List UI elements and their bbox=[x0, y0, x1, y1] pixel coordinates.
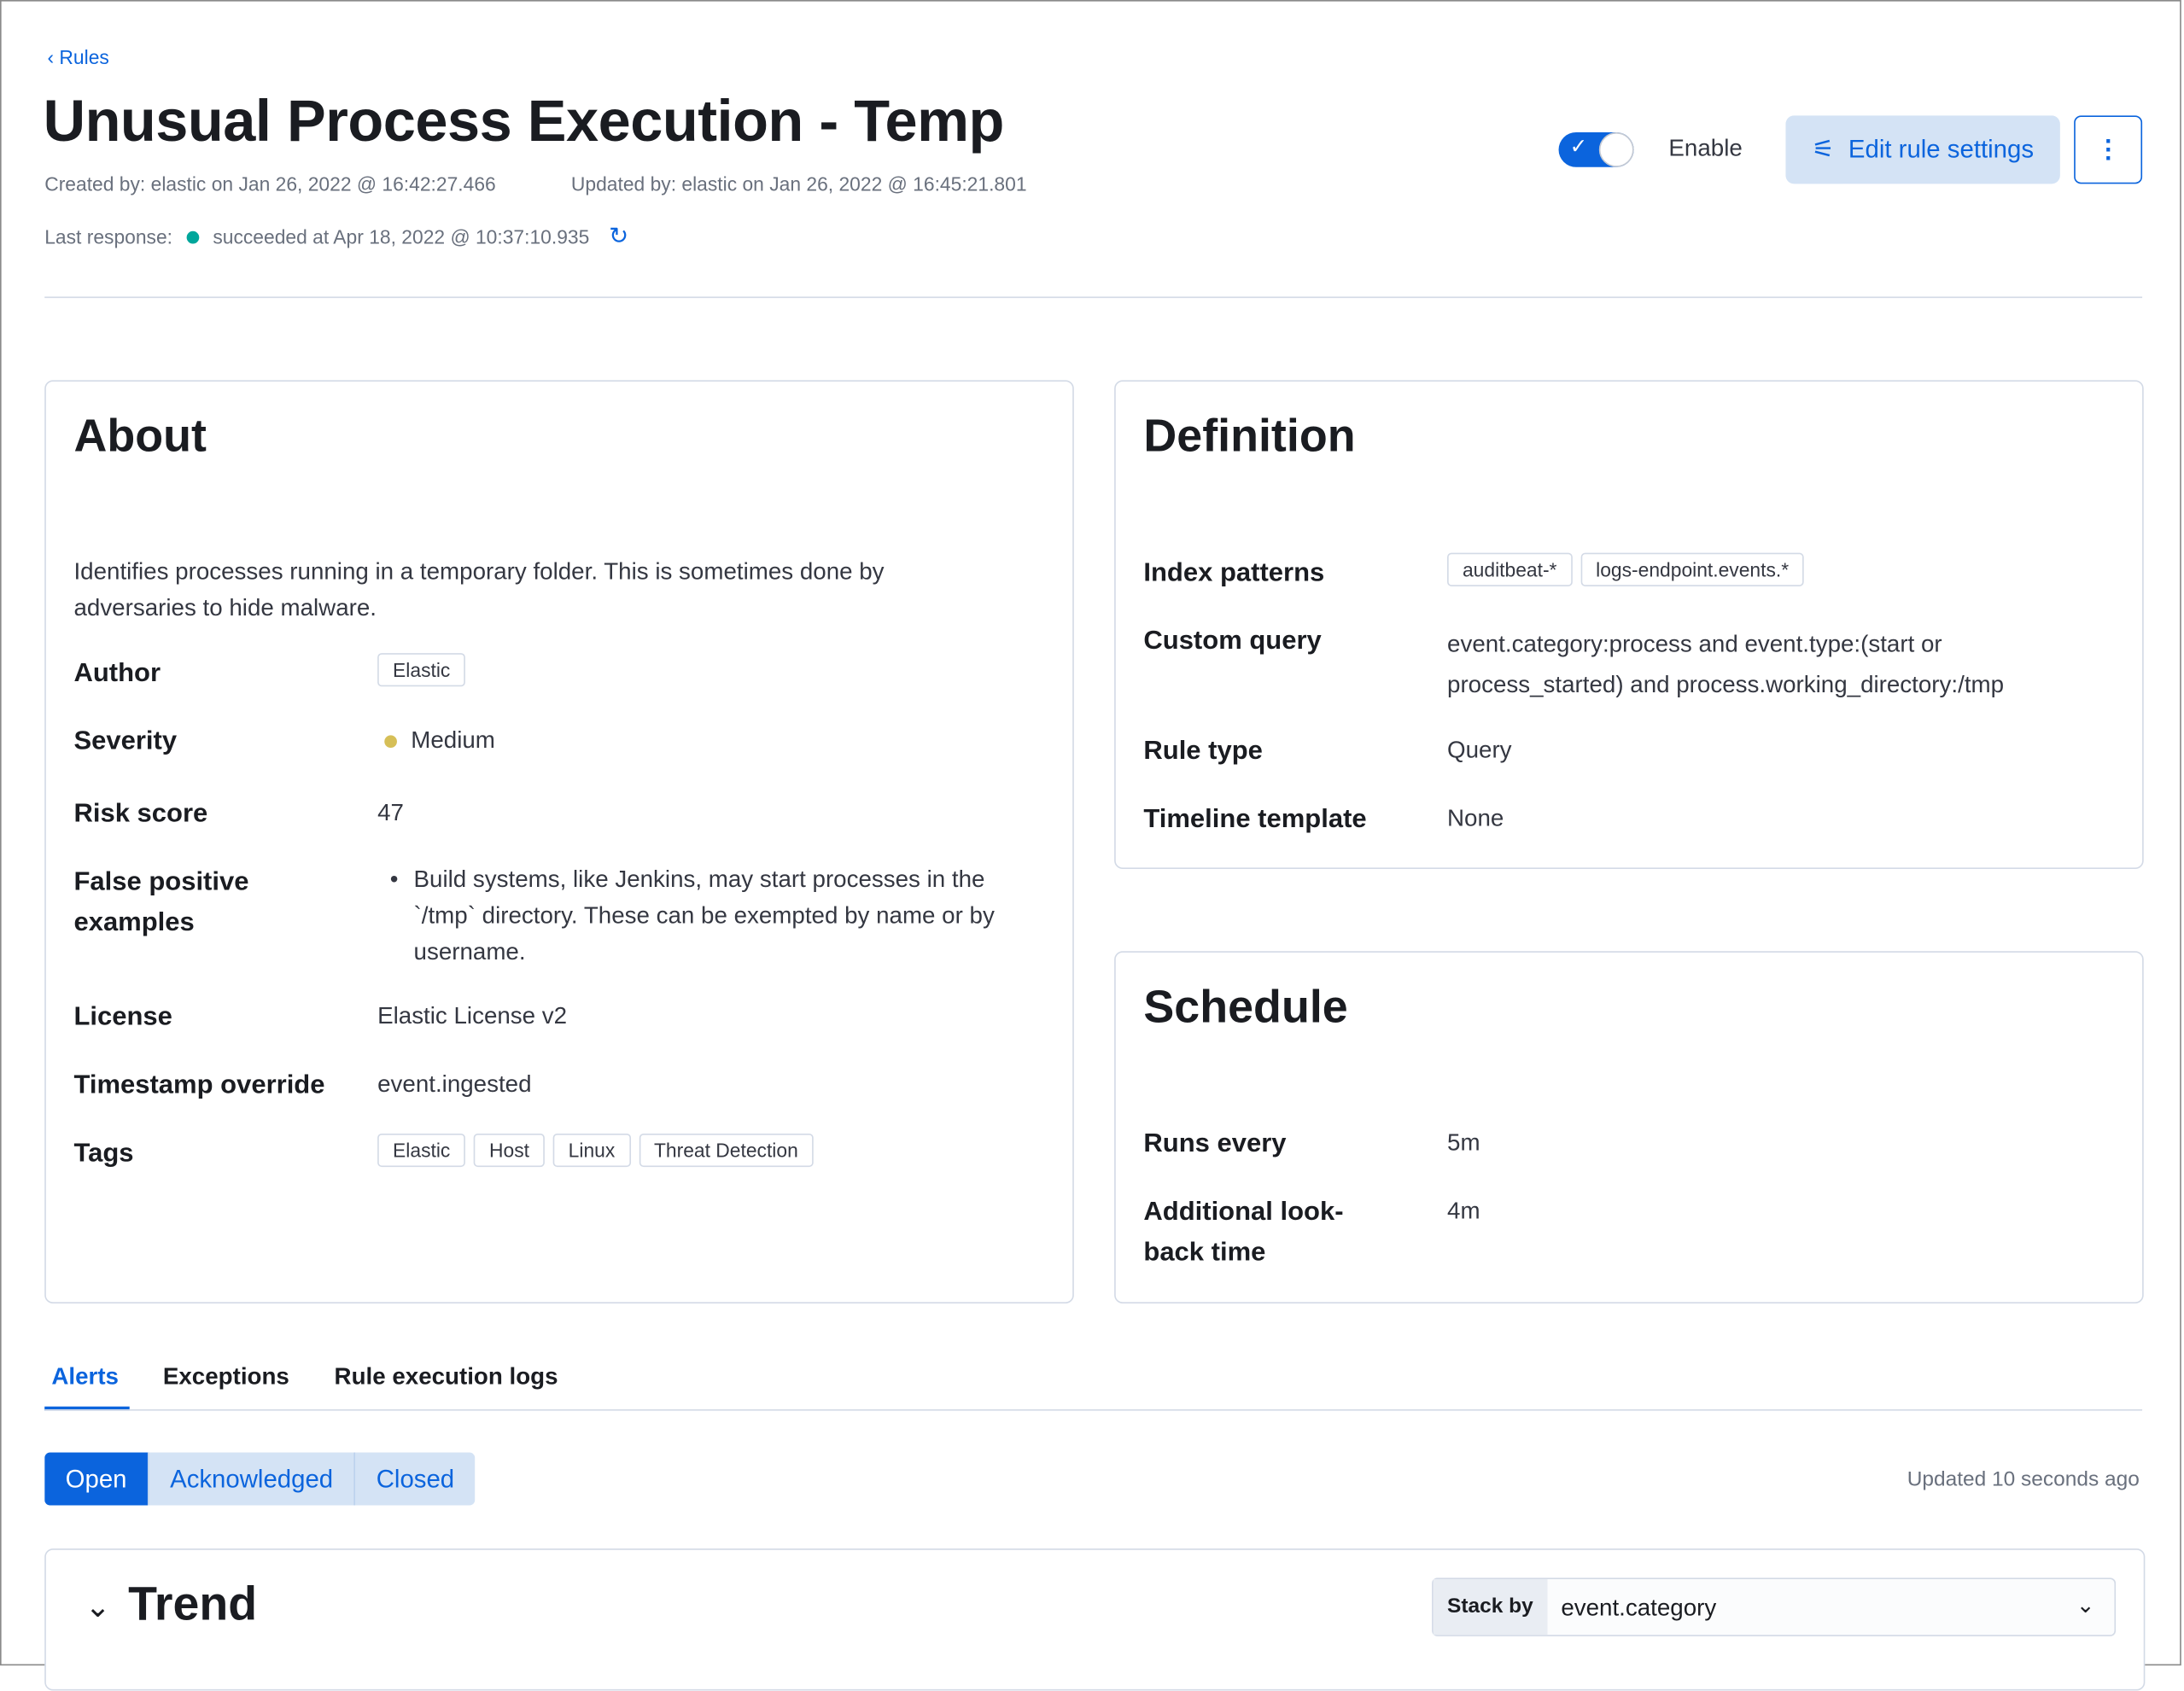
tab-alerts[interactable]: Alerts bbox=[51, 1363, 119, 1391]
rule-type-value: Query bbox=[1447, 737, 1512, 764]
severity-value: Medium bbox=[384, 723, 495, 759]
index-badge: auditbeat-* bbox=[1447, 552, 1573, 586]
index-label: Index patterns bbox=[1143, 558, 1325, 588]
author-label: Author bbox=[73, 658, 161, 688]
ts-value: event.ingested bbox=[377, 1070, 532, 1098]
filter-open[interactable]: Open bbox=[44, 1452, 149, 1506]
license-label: License bbox=[73, 1002, 172, 1032]
about-panel: About Identifies processes running in a … bbox=[44, 380, 1074, 1303]
tag-badge: Host bbox=[474, 1133, 545, 1168]
stack-by-label: Stack by bbox=[1433, 1579, 1548, 1636]
rule-type-label: Rule type bbox=[1143, 737, 1263, 767]
severity-dot-icon bbox=[384, 735, 397, 749]
trend-panel: ⌄ Trend Stack by event.category ⌄ bbox=[44, 1548, 2146, 1691]
definition-panel: Definition Index patterns auditbeat-* log… bbox=[1114, 380, 2144, 869]
author-badge: Elastic bbox=[377, 653, 466, 687]
enable-label: Enable bbox=[1668, 135, 1743, 162]
controls-icon: ⚟ bbox=[1812, 135, 1835, 163]
chevron-down-icon: ⌄ bbox=[2076, 1594, 2095, 1618]
license-value: Elastic License v2 bbox=[377, 1002, 568, 1029]
runs-value: 5m bbox=[1447, 1129, 1480, 1157]
filter-closed[interactable]: Closed bbox=[355, 1452, 476, 1506]
risk-label: Risk score bbox=[73, 799, 208, 829]
tab-exceptions[interactable]: Exceptions bbox=[162, 1363, 289, 1391]
fp-value: • Build systems, like Jenkins, may start … bbox=[389, 866, 995, 965]
refresh-icon[interactable]: ↻ bbox=[609, 223, 629, 250]
risk-value: 47 bbox=[377, 799, 404, 826]
tag-badge: Threat Detection bbox=[638, 1133, 814, 1168]
check-icon: ✓ bbox=[1569, 135, 1588, 159]
tags-label: Tags bbox=[73, 1139, 134, 1169]
enable-toggle[interactable]: ✓ bbox=[1558, 131, 1634, 167]
runs-label: Runs every bbox=[1143, 1129, 1287, 1159]
tag-badge: Linux bbox=[552, 1133, 631, 1168]
stack-by-value: event.category bbox=[1561, 1594, 1717, 1621]
page-title: Unusual Process Execution - Temp bbox=[43, 87, 1005, 154]
query-value: event.category:process and event.type:(s… bbox=[1447, 631, 2005, 698]
query-label: Custom query bbox=[1143, 627, 1322, 656]
ts-label: Timestamp override bbox=[73, 1070, 325, 1100]
updated-by: Updated by: elastic on Jan 26, 2022 @ 16… bbox=[570, 172, 1027, 195]
updated-text: Updated 10 seconds ago bbox=[1907, 1467, 2140, 1492]
timeline-label: Timeline template bbox=[1143, 804, 1367, 835]
index-badge: logs-endpoint.events.* bbox=[1580, 552, 1805, 586]
last-response: Last response: succeeded at Apr 18, 2022… bbox=[44, 223, 629, 250]
timeline-value: None bbox=[1447, 804, 1504, 831]
trend-title: Trend bbox=[128, 1577, 258, 1631]
tab-rule-execution-logs[interactable]: Rule execution logs bbox=[334, 1363, 558, 1391]
chevron-down-icon[interactable]: ⌄ bbox=[85, 1589, 111, 1624]
filter-acknowledged[interactable]: Acknowledged bbox=[149, 1452, 356, 1506]
fp-label: False positive examples bbox=[73, 867, 249, 937]
created-by: Created by: elastic on Jan 26, 2022 @ 16… bbox=[44, 172, 496, 195]
divider bbox=[44, 296, 2143, 299]
schedule-panel: Schedule Runs every 5m Additional look-b… bbox=[1114, 951, 2144, 1303]
chevron-left-icon: ‹ bbox=[47, 45, 60, 68]
stack-by-select[interactable]: Stack by event.category ⌄ bbox=[1432, 1577, 2117, 1636]
tag-badge: Elastic bbox=[377, 1133, 466, 1168]
definition-title: Definition bbox=[1143, 409, 1356, 461]
kebab-icon: ⋮ bbox=[2095, 135, 2121, 163]
lookback-label: Additional look-back time bbox=[1143, 1198, 1344, 1268]
severity-label: Severity bbox=[73, 726, 178, 756]
tags: Elastic Host Linux Threat Detection bbox=[377, 1132, 821, 1168]
schedule-title: Schedule bbox=[1143, 980, 1348, 1032]
rule-description: Identifies processes running in a tempor… bbox=[73, 558, 885, 621]
alert-status-filter: Open Acknowledged Closed bbox=[44, 1452, 476, 1506]
about-title: About bbox=[73, 409, 207, 461]
back-to-rules-link[interactable]: ‹ Rules bbox=[47, 45, 109, 68]
edit-rule-settings-button[interactable]: ⚟ Edit rule settings bbox=[1785, 115, 2060, 184]
status-dot-icon bbox=[186, 230, 200, 243]
lookback-value: 4m bbox=[1447, 1198, 1480, 1225]
more-actions-button[interactable]: ⋮ bbox=[2074, 115, 2143, 184]
